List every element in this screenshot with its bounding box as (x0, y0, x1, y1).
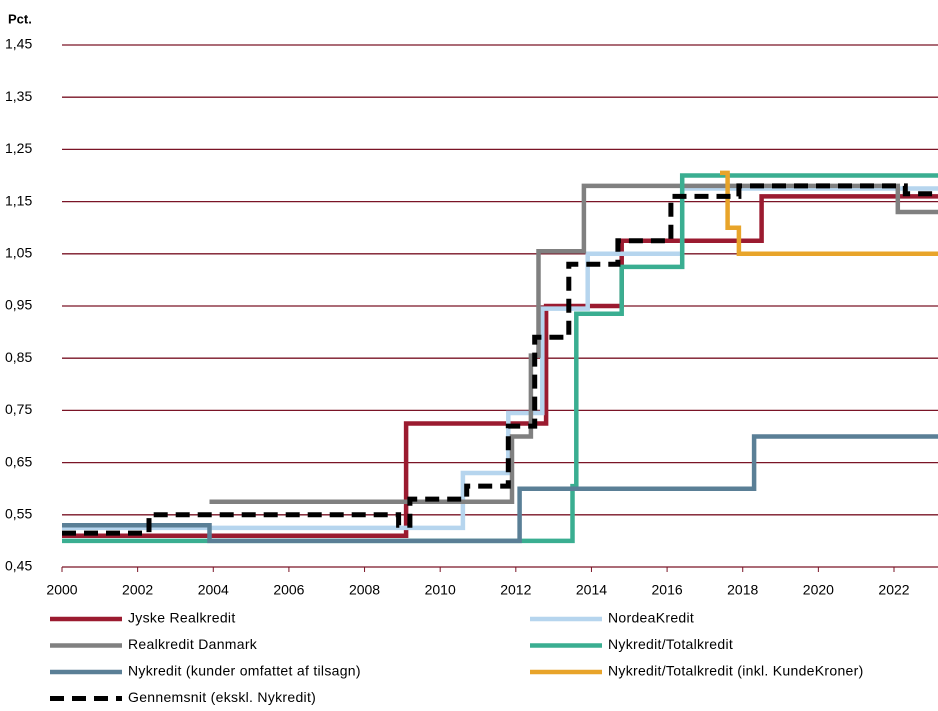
x-tick-label: 2002 (122, 582, 153, 598)
legend-label: Nykredit (kunder omfattet af tilsagn) (128, 663, 361, 679)
y-tick-label: 1,25 (5, 140, 32, 156)
legend-label: Realkredit Danmark (128, 636, 258, 652)
y-tick-label: 1,35 (5, 88, 32, 104)
x-tick-label: 2004 (198, 582, 229, 598)
plot-area (62, 170, 938, 544)
x-tick-label: 2000 (46, 582, 77, 598)
grid (62, 44, 938, 568)
x-tick-label: 2018 (727, 582, 758, 598)
x-tick-label: 2012 (500, 582, 531, 598)
y-axis-label: Pct. (8, 11, 32, 26)
x-tick-label: 2010 (425, 582, 456, 598)
legend-label: Gennemsnit (ekskl. Nykredit) (128, 689, 316, 705)
y-tick-label: 0,65 (5, 453, 32, 469)
legend-label: Jyske Realkredit (128, 610, 236, 626)
y-tick-label: 0,85 (5, 349, 32, 365)
legend: Jyske Realkredit NordeaKredit Realkredit D… (50, 610, 864, 705)
y-tick-label: 0,45 (5, 558, 32, 574)
series-line (62, 194, 938, 538)
legend-label: Nykredit/Totalkredit (608, 636, 733, 652)
axes: 0,45 0,55 0,65 0,75 0,85 0,95 1,05 1,15 1,25 1,35… (5, 36, 910, 598)
series-line (62, 173, 938, 544)
x-tick-label: 2014 (576, 582, 607, 598)
x-tick-label: 2016 (652, 582, 683, 598)
y-tick-label: 0,55 (5, 506, 32, 522)
y-tick-label: 0,75 (5, 401, 32, 417)
series-line (209, 183, 938, 505)
y-tick-label: 1,05 (5, 245, 32, 261)
x-tick-label: 2008 (349, 582, 380, 598)
series-line (62, 434, 938, 544)
y-tick-label: 0,95 (5, 297, 32, 313)
x-tick-label: 2006 (273, 582, 304, 598)
legend-label: NordeaKredit (608, 610, 694, 626)
series-line (62, 183, 938, 536)
y-tick-label: 1,45 (5, 36, 32, 52)
series-line (720, 170, 938, 257)
y-tick-label: 1,15 (5, 192, 32, 208)
x-tick-label: 2022 (878, 582, 909, 598)
legend-label: Nykredit/Totalkredit (inkl. KundeKroner) (608, 663, 864, 679)
x-tick-label: 2020 (803, 582, 834, 598)
